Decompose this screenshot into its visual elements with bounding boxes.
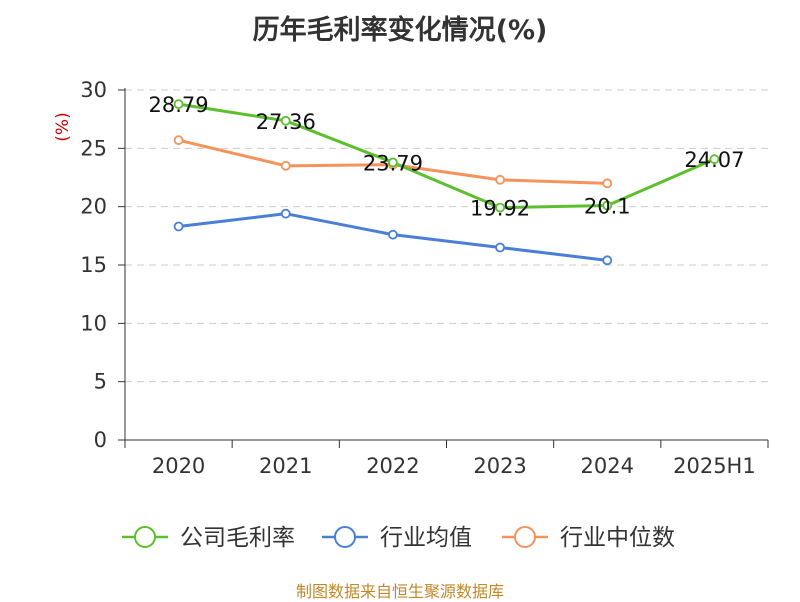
y-tick-label: 25 <box>80 136 107 160</box>
data-label: 27.36 <box>256 110 316 134</box>
legend-item-0[interactable]: 公司毛利率 <box>122 525 295 551</box>
data-point[interactable] <box>602 200 613 211</box>
data-point[interactable] <box>388 157 398 168</box>
chart-title: 历年毛利率变化情况(%) <box>252 15 548 46</box>
data-point[interactable] <box>173 99 184 110</box>
legend-swatch-marker <box>134 526 156 548</box>
legend[interactable]: 公司毛利率 行业均值 行业中位数 <box>122 525 675 551</box>
x-tick-label: 2024 <box>581 454 634 478</box>
legend-label: 公司毛利率 <box>180 525 295 551</box>
data-point[interactable] <box>602 255 613 266</box>
y-axis-unit-label: (%) <box>53 112 73 141</box>
data-label: 19.92 <box>470 197 530 221</box>
series-points <box>173 99 720 266</box>
data-point[interactable] <box>495 202 505 213</box>
data-label: 23.79 <box>363 151 423 175</box>
x-tick-label: 2021 <box>259 454 312 478</box>
x-tick-label: 2022 <box>366 454 419 478</box>
y-tick-label: 30 <box>80 78 107 102</box>
y-tick-label: 5 <box>94 370 107 394</box>
series-line-0 <box>178 102 716 210</box>
legend-label: 行业均值 <box>380 525 472 551</box>
data-label: 24.07 <box>684 148 744 172</box>
legend-swatch-marker <box>514 526 536 548</box>
legend-label: 行业中位数 <box>560 525 675 551</box>
y-tick-label: 15 <box>80 253 107 277</box>
legend-item-1[interactable]: 行业均值 <box>322 525 472 551</box>
y-tick-label: 10 <box>80 311 107 335</box>
axes: 0 5 10 15 20 25 30 2020 2021 2022 2023 2024 2025H1 <box>80 78 769 478</box>
grid-lines <box>125 89 768 383</box>
data-labels: 28.79 27.36 23.79 19.92 20.1 24.07 <box>149 93 745 220</box>
source-note: 制图数据来自恒生聚源数据库 <box>295 582 504 601</box>
x-tick-label: 2025H1 <box>673 454 756 478</box>
data-label: 28.79 <box>149 93 209 117</box>
data-point[interactable] <box>280 115 291 126</box>
y-tick-label: 0 <box>94 428 107 452</box>
data-point[interactable] <box>280 160 291 171</box>
data-point[interactable] <box>602 178 613 189</box>
data-point[interactable] <box>388 229 398 240</box>
data-point[interactable] <box>173 221 184 232</box>
y-tick-label: 20 <box>80 195 107 219</box>
data-point[interactable] <box>280 208 291 219</box>
data-label: 20.1 <box>584 195 631 219</box>
data-point[interactable] <box>495 174 505 185</box>
data-point[interactable] <box>173 135 184 146</box>
x-tick-label: 2023 <box>473 454 526 478</box>
x-tick-label: 2020 <box>152 454 205 478</box>
legend-item-2[interactable]: 行业中位数 <box>502 525 675 551</box>
data-point[interactable] <box>709 154 720 165</box>
data-point[interactable] <box>495 242 505 253</box>
legend-swatch-marker <box>334 526 356 548</box>
